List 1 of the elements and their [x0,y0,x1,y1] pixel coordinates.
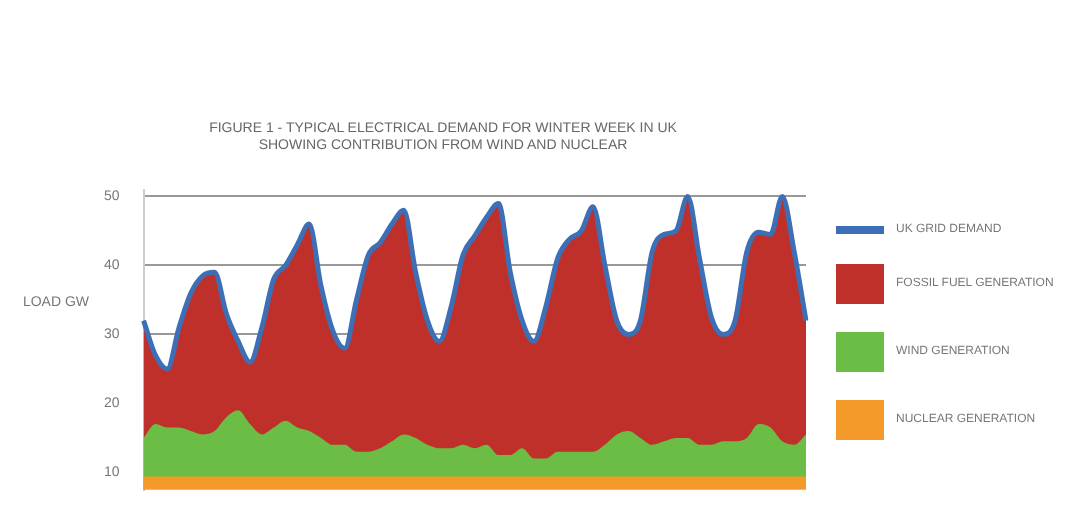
line-series [141,194,809,372]
